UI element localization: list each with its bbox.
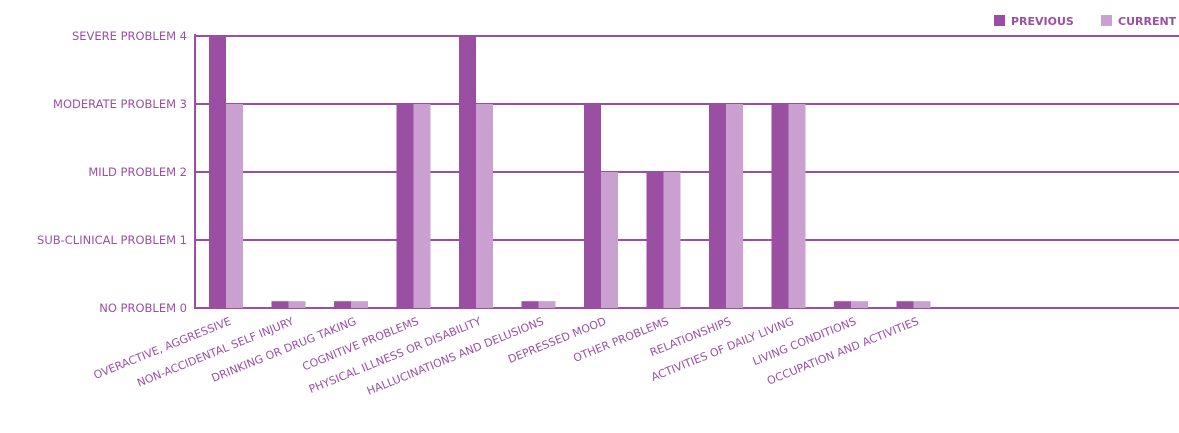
bar-previous [209,36,226,308]
bar-previous [334,301,351,308]
bar-current [726,104,743,308]
y-tick-label: SEVERE PROBLEM 4 [72,29,187,43]
bar-current [788,104,806,308]
bar-current [913,301,931,308]
bar-previous [646,172,664,308]
bar-current [288,301,306,308]
y-tick-label: SUB-CLINICAL PROBLEM 1 [37,233,187,247]
bar-previous [709,104,726,308]
legend-swatch-previous [994,15,1005,26]
y-axis-labels: NO PROBLEM 0 SUB-CLINICAL PROBLEM 1 MILD P… [37,29,187,315]
bar-current [413,104,431,308]
bar-current [476,104,493,308]
bar-previous [771,104,789,308]
gridlines [194,34,1179,309]
bar-previous [896,301,914,308]
legend: PREVIOUS CURRENT [994,15,1177,28]
bar-current [538,301,556,308]
bar-current [663,172,681,308]
y-tick-label: MODERATE PROBLEM 3 [53,97,187,111]
bar-current [351,301,368,308]
bar-current [851,301,868,308]
legend-swatch-current [1101,15,1112,26]
bar-previous [271,301,289,308]
y-tick-label: MILD PROBLEM 2 [88,165,187,179]
legend-label-previous: PREVIOUS [1011,15,1074,28]
bars [209,36,931,308]
bar-previous [396,104,414,308]
y-tick-label: NO PROBLEM 0 [99,301,187,315]
bar-previous [834,301,851,308]
bar-current [226,104,243,308]
bar-previous [459,36,476,308]
bar-previous [584,104,601,308]
bar-previous [521,301,539,308]
bar-current [601,172,618,308]
legend-label-current: CURRENT [1118,15,1177,28]
